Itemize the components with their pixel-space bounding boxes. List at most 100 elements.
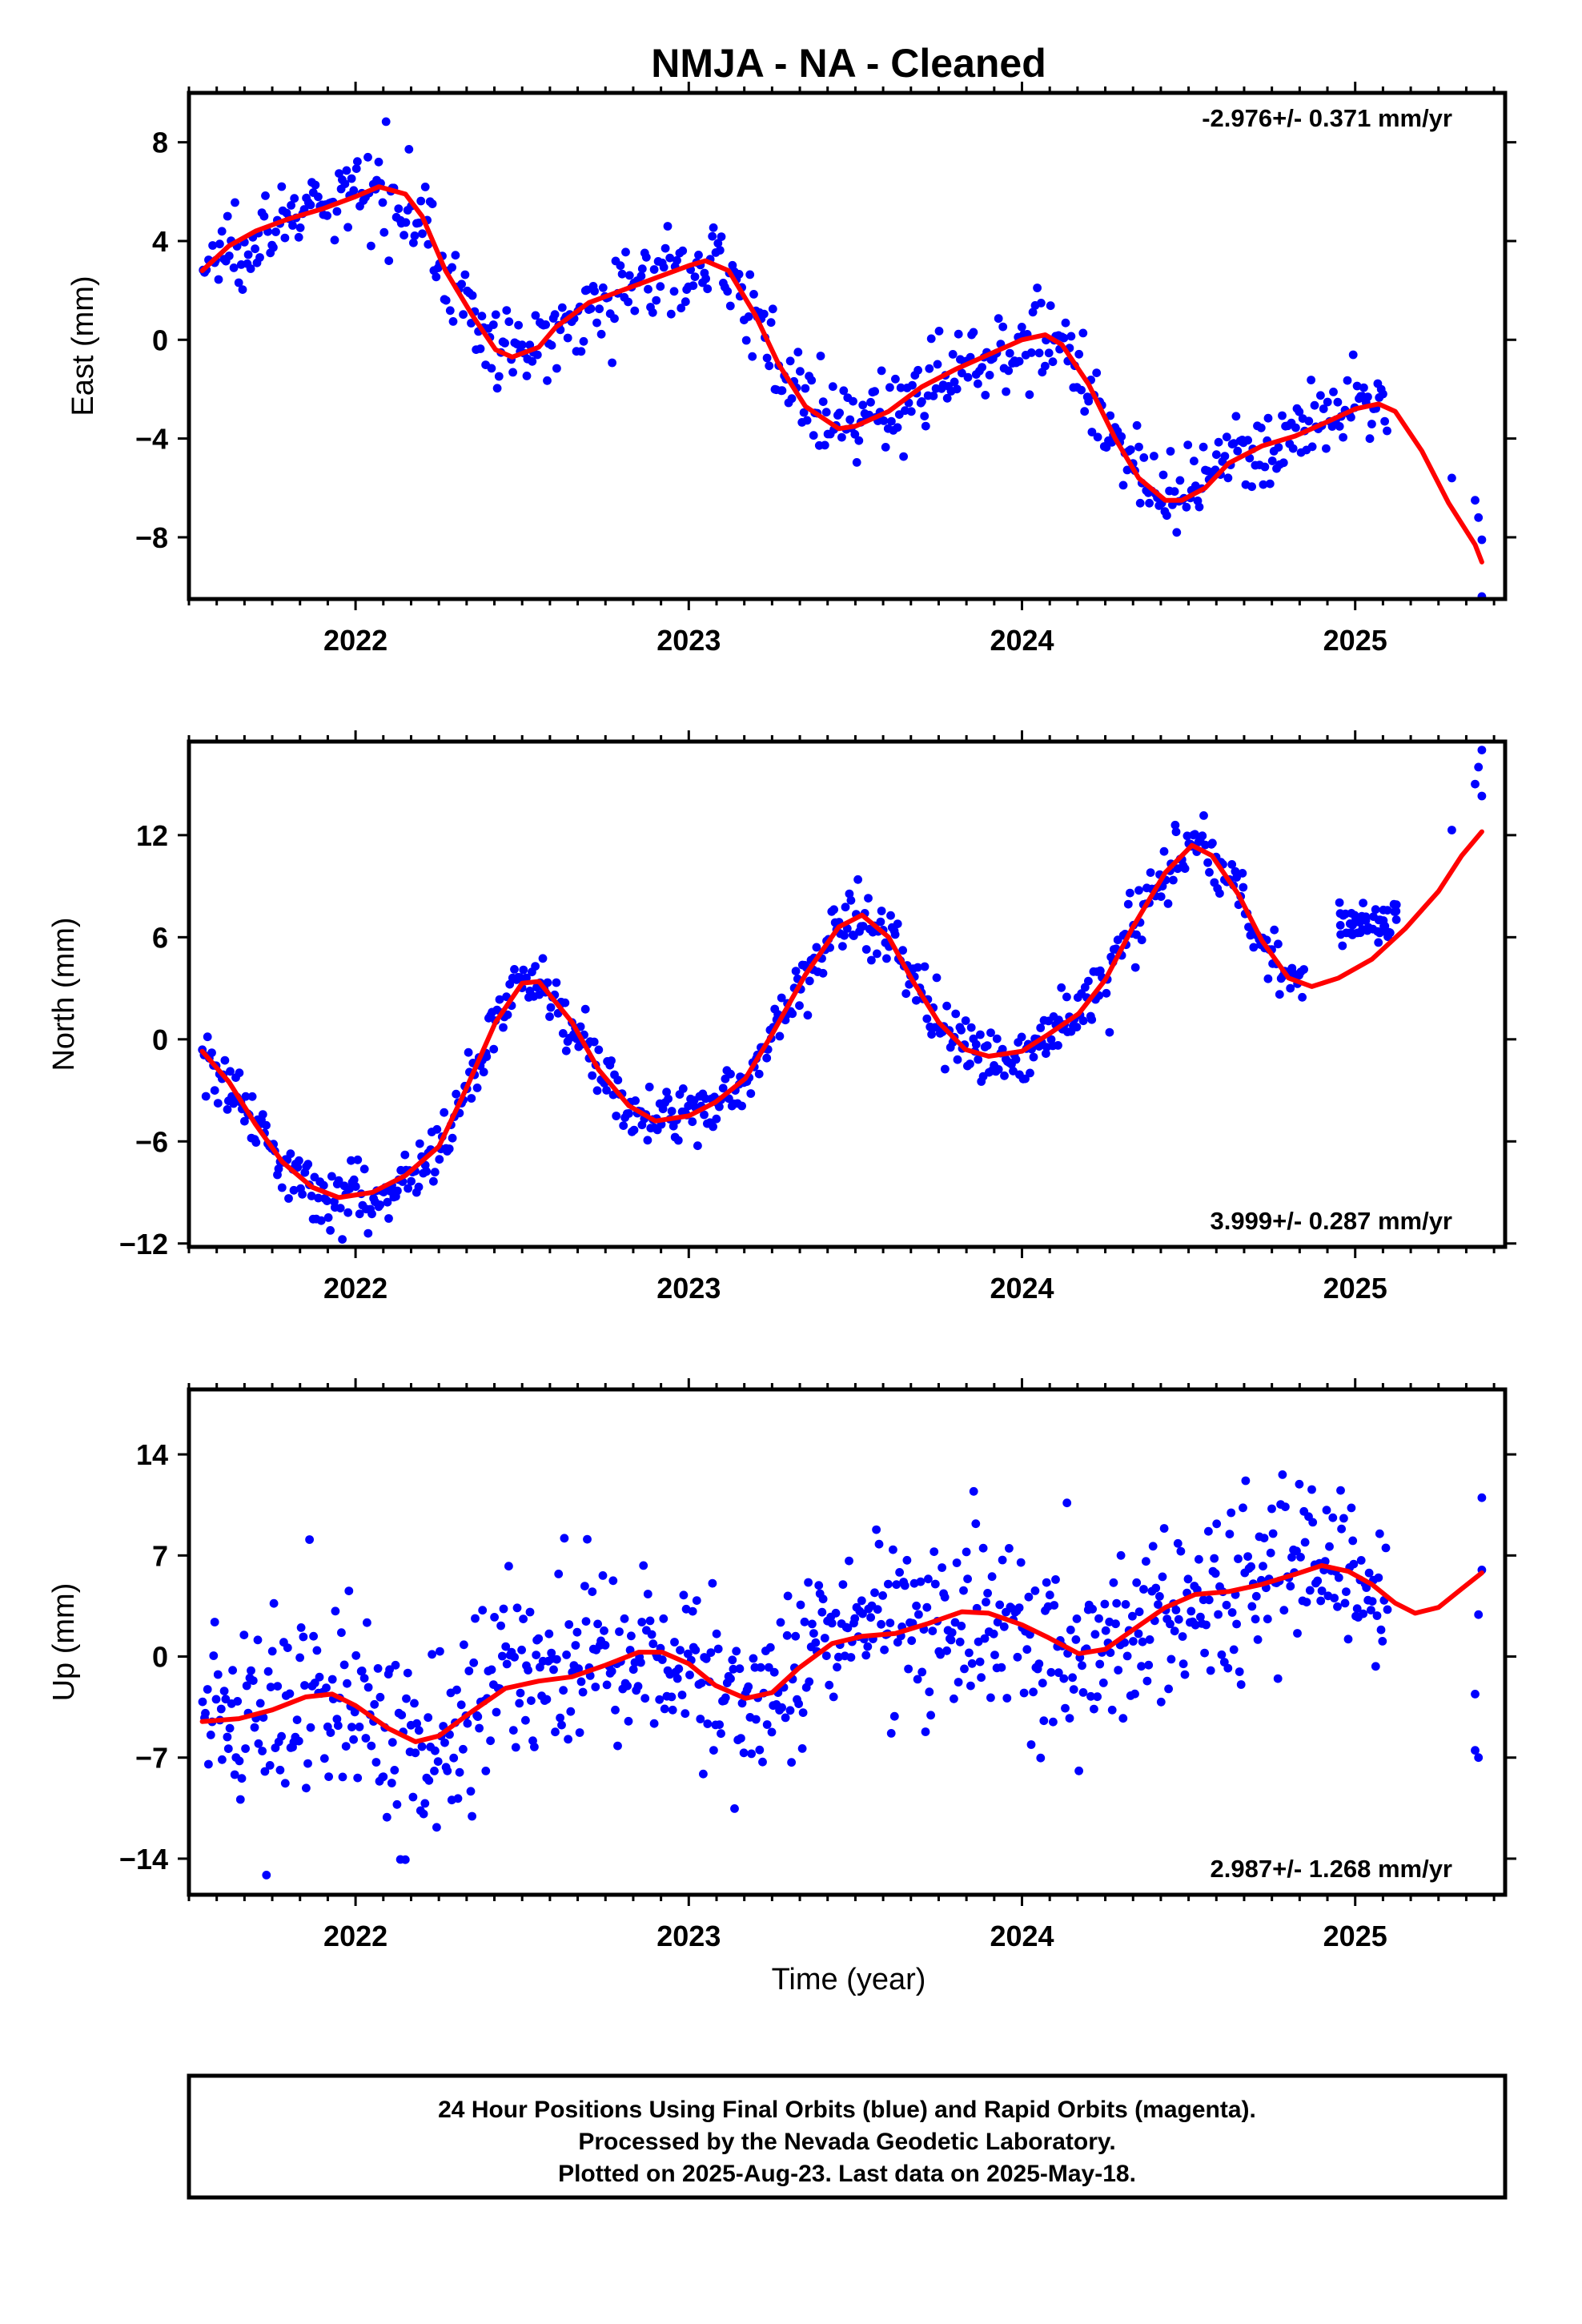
up-data-point xyxy=(712,1629,721,1638)
east-data-point xyxy=(921,421,930,431)
east-data-point xyxy=(637,264,647,274)
up-data-point xyxy=(1204,1595,1214,1605)
up-data-point xyxy=(892,1580,901,1590)
up-data-point xyxy=(300,1681,309,1690)
up-data-point xyxy=(1212,1519,1222,1529)
north-data-point xyxy=(688,1117,697,1127)
east-data-point xyxy=(288,221,297,230)
east-data-point xyxy=(294,232,303,242)
up-data-point xyxy=(997,1663,1006,1672)
north-data-point xyxy=(1021,1074,1030,1084)
east-data-point xyxy=(504,317,514,327)
up-data-point xyxy=(655,1695,665,1704)
up-data-point xyxy=(564,1620,574,1629)
east-data-point xyxy=(1195,502,1204,512)
up-data-point xyxy=(211,1695,221,1704)
north-data-point xyxy=(235,1068,244,1078)
north-data-point xyxy=(383,1197,392,1207)
east-data-point xyxy=(1222,432,1231,442)
up-data-point xyxy=(591,1683,600,1691)
east-data-point xyxy=(1117,432,1126,441)
up-data-point xyxy=(266,1683,275,1692)
east-data-point xyxy=(224,251,234,260)
north-data-point xyxy=(893,919,902,928)
up-data-point xyxy=(403,1668,412,1678)
east-data-point xyxy=(223,211,232,221)
up-data-point xyxy=(681,1709,690,1719)
up-data-point xyxy=(351,1651,361,1660)
up-data-point xyxy=(339,1660,349,1670)
east-data-point xyxy=(460,270,470,279)
north-data-point xyxy=(1389,899,1399,909)
up-data-point xyxy=(1118,1714,1128,1723)
east-data-point xyxy=(624,271,634,280)
up-data-point xyxy=(516,1688,525,1698)
up-data-point xyxy=(1139,1585,1148,1594)
east-data-point xyxy=(744,312,753,321)
up-data-point xyxy=(1295,1479,1304,1489)
up-data-point xyxy=(1367,1606,1375,1614)
up-data-point xyxy=(392,1799,402,1809)
up-fit-line xyxy=(199,1562,1484,1744)
east-data-point xyxy=(1134,442,1143,452)
up-data-point xyxy=(959,1586,968,1595)
east-data-point xyxy=(610,314,619,324)
up-data-point xyxy=(947,1628,957,1637)
up-data-point xyxy=(600,1641,610,1650)
up-data-point xyxy=(1176,1546,1186,1556)
up-data-point xyxy=(737,1734,745,1743)
north-data-point xyxy=(1130,963,1140,972)
east-data-point xyxy=(1471,496,1480,505)
up-data-point xyxy=(1317,1586,1327,1595)
up-data-point xyxy=(575,1728,584,1737)
east-data-point xyxy=(592,318,601,328)
up-data-point xyxy=(1313,1576,1323,1586)
up-data-point xyxy=(1307,1485,1316,1494)
up-data-point xyxy=(1170,1626,1179,1636)
north-data-point xyxy=(795,1001,804,1011)
east-data-point xyxy=(766,318,776,328)
north-data-point xyxy=(251,1138,261,1147)
east-data-point xyxy=(1339,432,1347,442)
north-y-tick-label: −12 xyxy=(119,1228,168,1261)
north-data-point xyxy=(966,1059,974,1068)
east-data-point xyxy=(1367,420,1376,428)
north-data-point xyxy=(957,1025,966,1035)
east-data-point xyxy=(929,392,938,400)
east-data-point xyxy=(238,285,247,294)
up-data-point xyxy=(549,1665,558,1675)
east-data-point xyxy=(845,415,855,424)
up-data-point xyxy=(1086,1691,1095,1701)
north-data-point xyxy=(430,1168,440,1177)
up-data-point xyxy=(1296,1553,1305,1562)
up-data-point xyxy=(1145,1635,1154,1644)
north-data-point xyxy=(1095,966,1105,975)
north-data-point xyxy=(998,1044,1007,1054)
up-data-point xyxy=(627,1631,636,1641)
up-data-point xyxy=(1134,1607,1144,1617)
north-data-point xyxy=(1249,943,1259,952)
up-data-point xyxy=(717,1729,725,1739)
up-data-point xyxy=(349,1735,358,1744)
up-data-point xyxy=(466,1787,476,1796)
east-data-point xyxy=(1028,308,1038,317)
east-data-point xyxy=(677,304,686,313)
up-data-point xyxy=(703,1719,713,1728)
up-data-point xyxy=(283,1643,292,1653)
up-data-point xyxy=(936,1650,945,1659)
east-data-point xyxy=(745,270,755,279)
east-fit-line xyxy=(199,184,1484,565)
east-data-point xyxy=(1046,301,1055,311)
north-data-point xyxy=(788,1009,797,1019)
up-data-point xyxy=(620,1614,629,1623)
north-data-point xyxy=(1375,915,1385,924)
east-data-point xyxy=(1084,396,1094,406)
east-data-point xyxy=(1295,407,1304,416)
east-data-point xyxy=(1077,385,1086,395)
east-data-point xyxy=(1102,443,1111,452)
north-data-point xyxy=(240,1116,249,1126)
up-data-point xyxy=(1051,1575,1060,1584)
north-data-point xyxy=(1199,811,1208,820)
east-data-point xyxy=(885,383,894,392)
north-data-point xyxy=(1447,826,1456,834)
